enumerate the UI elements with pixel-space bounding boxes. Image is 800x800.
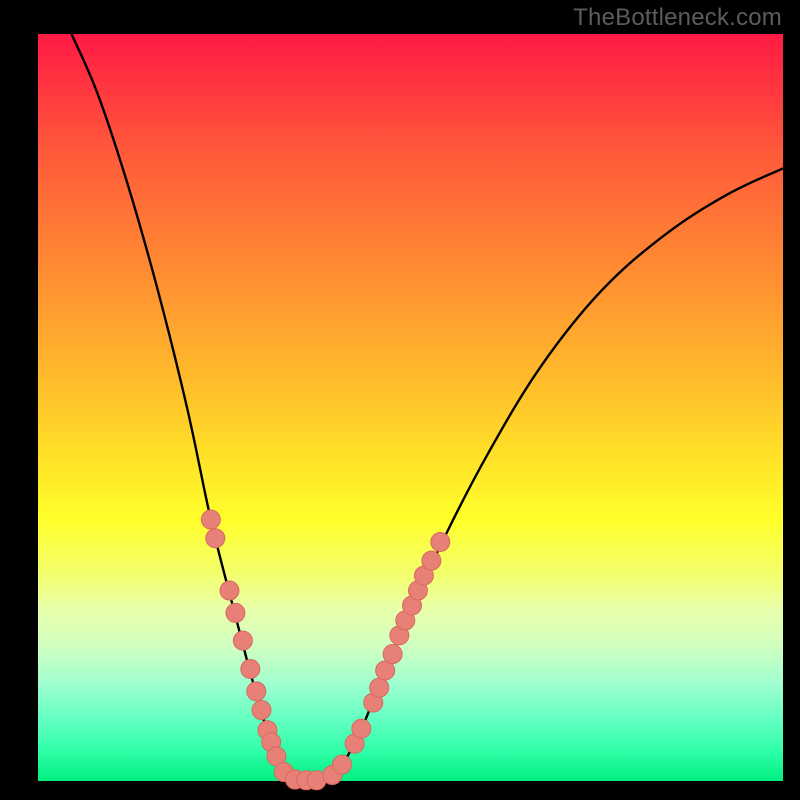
watermark-text: TheBottleneck.com bbox=[573, 4, 782, 32]
chart-curves bbox=[0, 0, 800, 800]
marker-layer bbox=[201, 510, 449, 790]
curve-right bbox=[295, 168, 783, 780]
curve-left bbox=[72, 34, 296, 780]
